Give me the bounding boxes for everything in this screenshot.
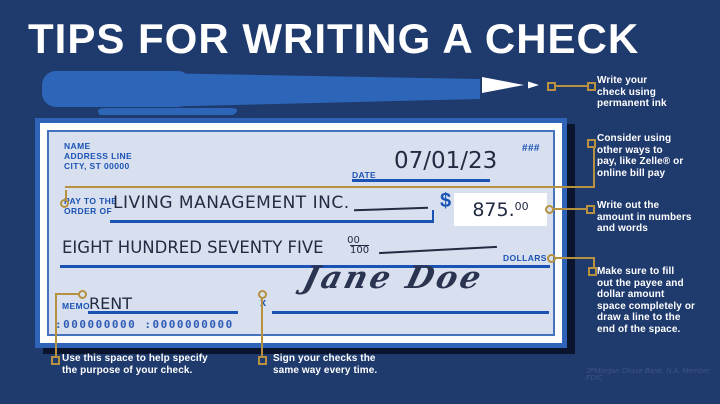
- connector-marker: [586, 205, 595, 214]
- amount-words: EIGHT HUNDRED SEVENTY FIVE: [62, 238, 324, 257]
- tip-other-ways-to-pay: Consider using other ways to pay, like Z…: [597, 133, 684, 179]
- payee-dash: [353, 206, 429, 212]
- tip-amount-numbers-words: Write out the amount in numbers and word…: [597, 200, 692, 234]
- connector-marker: [587, 82, 596, 91]
- connector-line: [261, 297, 263, 357]
- connector-marker: [60, 199, 69, 208]
- connector-marker: [547, 82, 556, 91]
- amount-words-line: [60, 265, 550, 268]
- connector-line: [593, 257, 595, 269]
- connector-line: [55, 293, 80, 295]
- connector-line: [65, 186, 595, 188]
- amount-cents: 00: [514, 199, 529, 213]
- dollar-sign: $: [440, 190, 452, 212]
- amount-fraction: 00 100: [347, 235, 370, 256]
- check-number: ###: [522, 143, 540, 154]
- connector-marker: [78, 290, 87, 299]
- memo-value: RENT: [89, 294, 132, 313]
- connector-marker: [258, 290, 267, 299]
- check-body: NAME ADDRESS LINE CITY, ST 00000 ### DAT…: [47, 130, 555, 336]
- bank-disclaimer: JPMorgan Chase Bank, N.A. Member FDIC: [586, 368, 710, 382]
- page-title: TIPS FOR WRITING A CHECK: [28, 15, 640, 62]
- payee-line-end: [431, 210, 434, 220]
- dollars-label: DOLLARS: [503, 253, 547, 263]
- signature-value: Jane Doe: [299, 260, 488, 296]
- connector-marker: [545, 205, 554, 214]
- connector-line: [55, 293, 57, 357]
- payto-label-1: PAY TO THE: [64, 196, 118, 206]
- connector-line: [554, 85, 588, 87]
- amount-box: 875.00: [454, 193, 547, 226]
- tip-fill-space: Make sure to fill out the payee and doll…: [597, 266, 696, 335]
- connector-marker: [258, 356, 267, 365]
- account-name: NAME: [64, 141, 91, 151]
- tip-permanent-ink: Write your check using permanent ink: [597, 75, 667, 109]
- check-frame: NAME ADDRESS LINE CITY, ST 00000 ### DAT…: [40, 123, 562, 343]
- connector-line: [593, 146, 595, 188]
- tip-sign-same-way: Sign your checks the same way every time…: [273, 353, 378, 376]
- connector-line: [553, 208, 588, 210]
- date-value: 07/01/23: [394, 148, 498, 174]
- tip-memo-purpose: Use this space to help specify the purpo…: [62, 353, 208, 376]
- micr-routing-numbers: :000000000 :0000000000: [55, 318, 234, 331]
- account-address: ADDRESS LINE: [64, 151, 133, 161]
- date-line: [352, 179, 490, 182]
- connector-marker: [547, 254, 556, 263]
- account-city: CITY, ST 00000: [64, 161, 130, 171]
- memo-label: MEMO: [62, 301, 91, 311]
- signature-line: [272, 311, 549, 314]
- amount-words-dash: [379, 245, 497, 255]
- connector-line: [555, 257, 595, 259]
- payto-label-2: ORDER OF: [64, 206, 113, 216]
- connector-line: [65, 190, 67, 200]
- payee-value: LIVING MANAGEMENT INC.: [113, 193, 350, 213]
- connector-marker: [587, 139, 596, 148]
- signature-mark: x: [260, 297, 267, 309]
- check: NAME ADDRESS LINE CITY, ST 00000 ### DAT…: [35, 118, 567, 348]
- payee-line: [110, 220, 434, 223]
- pen-icon: [42, 71, 539, 115]
- connector-marker: [51, 356, 60, 365]
- memo-line: [88, 311, 238, 314]
- date-label: DATE: [352, 170, 377, 180]
- amount-dollars: 875.: [472, 198, 515, 221]
- connector-marker: [588, 267, 597, 276]
